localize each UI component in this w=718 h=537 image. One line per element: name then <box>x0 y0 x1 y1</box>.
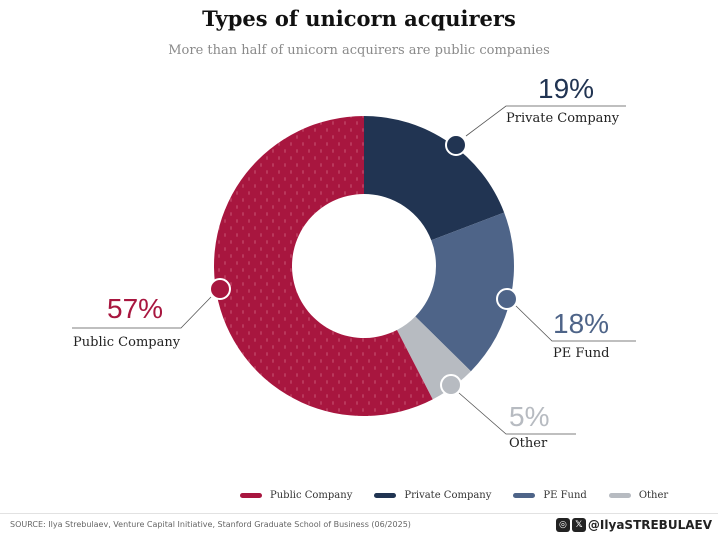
source-note: SOURCE: Ilya Strebulaev, Venture Capital… <box>10 520 411 529</box>
marker-public-company <box>209 278 231 300</box>
leader-line-private-company <box>465 105 626 137</box>
legend-swatch <box>513 492 536 498</box>
slice-public-company <box>213 116 433 417</box>
pct-label-public-company: 57% <box>107 293 164 324</box>
legend-label: Public Company <box>270 489 353 501</box>
category-label-public-company: Public Company <box>73 335 181 350</box>
legend-item-private-company: Private Company <box>374 490 491 501</box>
chart-legend: Public Company Private Company PE Fund Othe… <box>240 488 690 502</box>
leader-line-other <box>458 392 576 435</box>
legend-item-pe-fund: PE Fund <box>513 489 587 501</box>
pct-label-other: 5% <box>509 401 550 432</box>
footer-divider <box>0 513 718 514</box>
social-handle: ◎ 𝕏 @IlyaSTREBULAEV <box>555 516 712 534</box>
category-label-private-company: Private Company <box>506 111 620 126</box>
legend-swatch <box>608 492 631 498</box>
category-label-pe-fund: PE Fund <box>553 346 610 361</box>
handle-text: @IlyaSTREBULAEV <box>587 518 712 532</box>
instagram-icon: ◎ <box>555 518 570 532</box>
pct-label-pe-fund: 18% <box>553 308 610 339</box>
category-label-other: Other <box>509 436 548 451</box>
chart-subtitle: More than half of unicorn acquirers are … <box>168 43 550 58</box>
legend-label: PE Fund <box>543 489 587 501</box>
slice-private-company <box>364 116 505 241</box>
leader-line-pe-fund <box>515 305 636 342</box>
legend-swatch <box>374 492 397 498</box>
marker-private-company <box>445 134 467 156</box>
legend-label: Private Company <box>404 489 492 501</box>
leader-line-public-company <box>72 296 212 329</box>
marker-pe-fund <box>496 288 518 310</box>
legend-item-public-company: Public Company <box>240 490 352 501</box>
marker-other <box>440 374 462 396</box>
legend-item-other: Other <box>608 489 669 501</box>
chart-title: Types of unicorn acquirers <box>202 6 516 31</box>
slice-pe-fund <box>415 212 514 372</box>
legend-swatch <box>240 492 262 498</box>
x-icon: 𝕏 <box>571 518 586 532</box>
legend-label: Other <box>638 489 669 501</box>
pct-label-private-company: 19% <box>538 73 595 104</box>
